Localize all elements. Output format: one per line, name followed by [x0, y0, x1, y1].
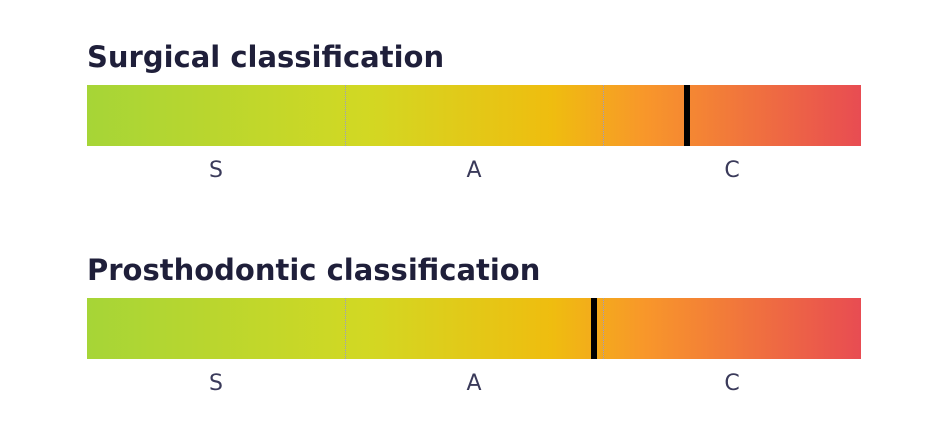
zone-label: A: [466, 371, 482, 396]
value-marker: [683, 85, 690, 146]
gradient-bar: [87, 85, 861, 146]
zone-divider: [603, 85, 604, 146]
zone-label: A: [466, 158, 482, 183]
gradient-bar: [87, 298, 861, 359]
classification-section: Prosthodontic classification S A C: [87, 253, 861, 413]
section-title: Surgical classification: [87, 40, 445, 74]
value-marker: [590, 298, 597, 359]
zone-label: S: [209, 158, 223, 183]
zone-divider: [345, 85, 346, 146]
zone-label: C: [724, 158, 740, 183]
classification-section: Surgical classification S A C: [87, 40, 861, 200]
zone-divider: [345, 298, 346, 359]
zone-label: C: [724, 371, 740, 396]
zone-label: S: [209, 371, 223, 396]
section-title: Prosthodontic classification: [87, 253, 541, 287]
zone-divider: [603, 298, 604, 359]
